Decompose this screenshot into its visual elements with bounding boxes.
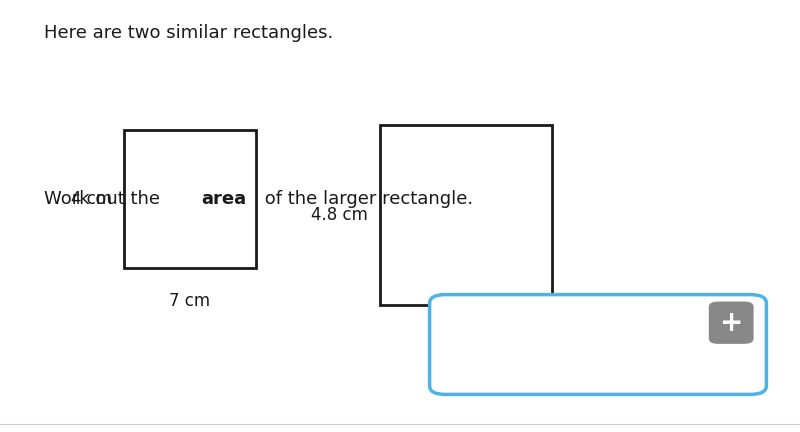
FancyBboxPatch shape — [430, 295, 766, 394]
Text: area: area — [201, 190, 246, 208]
Text: 4.8 cm: 4.8 cm — [311, 206, 368, 224]
Bar — [380, 125, 552, 305]
FancyBboxPatch shape — [709, 302, 754, 344]
Text: 7 cm: 7 cm — [170, 292, 210, 310]
Bar — [124, 130, 256, 268]
Text: of the larger rectangle.: of the larger rectangle. — [259, 190, 474, 208]
Text: Here are two similar rectangles.: Here are two similar rectangles. — [44, 24, 334, 42]
Text: Work out the: Work out the — [44, 190, 166, 208]
Text: +: + — [719, 309, 743, 337]
Text: 4 cm: 4 cm — [71, 190, 112, 208]
